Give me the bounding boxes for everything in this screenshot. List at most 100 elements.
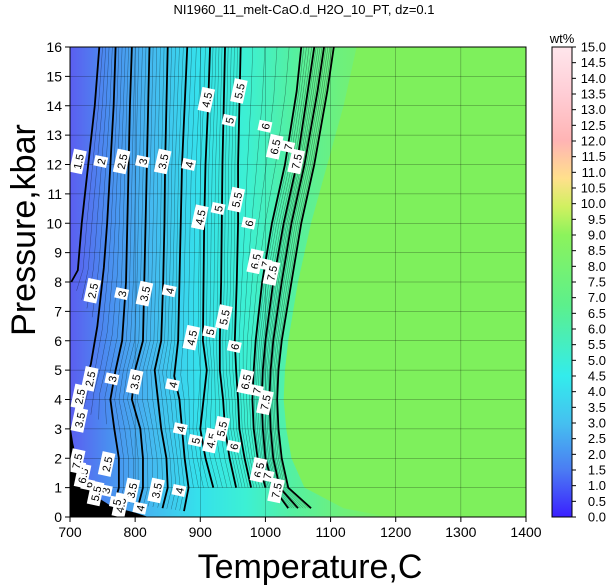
colorbar-tick-label: 10.5 xyxy=(581,181,606,196)
minor-contour xyxy=(257,47,310,488)
contour-label-text: 3.5 xyxy=(157,153,172,170)
contour-label-text: 6.5 xyxy=(269,138,284,155)
contour-label-text: 4.5 xyxy=(194,209,209,226)
contour-label: 6 xyxy=(257,119,273,133)
minor-contour xyxy=(238,47,255,488)
minor-contour xyxy=(170,47,185,511)
contour-label-text: 2.5 xyxy=(86,282,101,299)
minor-contour xyxy=(254,47,305,488)
y-tick-label: 4 xyxy=(54,392,62,408)
y-tick-label: 8 xyxy=(54,274,62,290)
contour-label: 3.5 xyxy=(153,148,172,175)
colorbar-tick-label: 12.5 xyxy=(581,118,606,133)
contour-label: 5 xyxy=(187,434,203,448)
contour-label-text: 7.5 xyxy=(71,453,86,470)
contour-label: 3.5 xyxy=(125,368,144,395)
minor-contour xyxy=(104,47,129,425)
contour-label: 2.5 xyxy=(112,148,131,175)
contour-label: 4.5 xyxy=(190,204,209,231)
colorbar-tick-label: 1.0 xyxy=(588,478,606,493)
colorbar-tick-label: 9.0 xyxy=(588,228,606,243)
y-tick-label: 13 xyxy=(46,127,62,143)
colorbar: wt% 0.00.51.01.52.02.53.03.54.04.55.05.5… xyxy=(549,31,606,525)
colorbar-tick-label: 11.0 xyxy=(582,165,606,180)
x-tick-label: 1400 xyxy=(510,524,541,540)
colorbar-tick-label: 8.0 xyxy=(588,259,606,274)
contour-label-text: 7.5 xyxy=(259,394,274,411)
contour-label: 3.5 xyxy=(147,477,165,504)
contour-label-text: 6 xyxy=(244,219,257,227)
minor-contour xyxy=(270,47,327,509)
contour-label: 6 xyxy=(241,216,257,230)
contour-label: 2 xyxy=(93,154,109,168)
contour-label-text: 3 xyxy=(107,375,120,383)
contour-label: 3 xyxy=(104,372,120,386)
contour-label-text: 4 xyxy=(135,504,148,512)
y-tick-label: 6 xyxy=(54,333,62,349)
colorbar-tick-label: 3.0 xyxy=(588,416,606,431)
colorbar-tick-label: 5.5 xyxy=(588,337,606,352)
contour-label: 7.5 xyxy=(67,448,86,474)
contour-label-text: 3.5 xyxy=(150,482,165,499)
contour-label: 3 xyxy=(135,154,150,168)
contour-7 xyxy=(268,47,325,509)
contour-label: 5 xyxy=(221,113,237,127)
x-tick-label: 1000 xyxy=(250,524,281,540)
colorbar-tick-label: 6.0 xyxy=(588,322,606,337)
y-tick-label: 5 xyxy=(54,362,62,378)
x-tick-label: 1200 xyxy=(380,524,411,540)
minor-contour xyxy=(76,47,103,291)
contour-label: 7.5 xyxy=(256,389,274,416)
contour-label-text: 6 xyxy=(83,481,96,489)
colorbar-tick-label: 13.5 xyxy=(581,87,606,102)
x-tick-label: 1300 xyxy=(445,524,476,540)
contour-label: 3.5 xyxy=(135,280,153,307)
contour-label-text: 5 xyxy=(190,437,203,445)
contour-labels: 1.5 2 2.5 3 3.54.555.566.5 77.542.5 3 3.5 44.555… xyxy=(67,78,305,518)
minor-contour xyxy=(222,47,240,488)
contour-label-text: 5.5 xyxy=(230,191,245,208)
contour-label-text: 3.5 xyxy=(73,412,88,429)
minor-contour xyxy=(246,47,278,488)
colorbar-scale xyxy=(551,46,573,518)
contour-label-text: 7.5 xyxy=(270,482,285,499)
contour-label-text: 6 xyxy=(229,442,242,450)
contour-label-text: 7 xyxy=(283,143,296,151)
contour-label-text: 4 xyxy=(174,487,187,495)
contour-5 xyxy=(218,47,237,488)
contour-lines xyxy=(70,47,335,512)
contour-label-text: 5 xyxy=(111,498,124,506)
minor-contour xyxy=(273,47,331,509)
plot-area: 1.5 2 2.5 3 3.54.555.566.5 77.542.5 3 3.5 44.555… xyxy=(67,46,527,518)
colorbar-tick-label: 0.5 xyxy=(588,494,606,509)
contour-label-text: 2.5 xyxy=(73,388,88,405)
chart-title: NI1960_11_melt-CaO.d_H2O_10_PT, dz=0.1 xyxy=(173,2,434,17)
contour-label-text: 7 xyxy=(251,387,264,395)
contour-label-text: 4 xyxy=(164,287,177,295)
colorbar-tick-label: 10.0 xyxy=(581,196,606,211)
contour-label-text: 4.5 xyxy=(185,329,200,346)
y-tick-label: 11 xyxy=(47,186,62,202)
minor-contour xyxy=(225,47,243,488)
colorbar-tick-label: 2.0 xyxy=(588,447,606,462)
colorbar-tick-label: 2.5 xyxy=(588,431,606,446)
contour-5.5 xyxy=(233,47,252,488)
contour-label: 6.5 xyxy=(265,133,284,160)
contour-label: 4 xyxy=(132,501,148,515)
minor-contour xyxy=(98,47,126,420)
minor-contour xyxy=(267,47,323,509)
contour-label: 4.5 xyxy=(182,324,200,351)
contour-label-text: 3.5 xyxy=(138,285,153,302)
contour-4 xyxy=(173,47,190,512)
colorbar-tick-label: 15.0 xyxy=(581,40,606,55)
contour-label: 5.5 xyxy=(230,78,248,104)
x-tick-label: 800 xyxy=(123,524,147,540)
minor-contour xyxy=(127,47,147,505)
contour-label-text: 5.5 xyxy=(215,420,230,437)
y-axis-title: Pressure,kbar xyxy=(5,124,43,336)
contour-label-text: 7 xyxy=(260,260,273,268)
colorbar-tick-label: 11.5 xyxy=(582,149,606,164)
contour-label: 7.5 xyxy=(267,477,285,504)
